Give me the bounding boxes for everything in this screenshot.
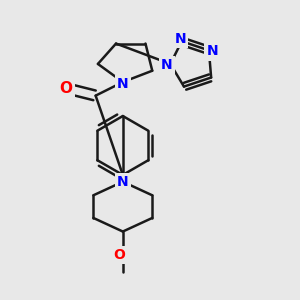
Text: N: N: [161, 58, 173, 72]
Text: O: O: [113, 248, 125, 262]
Text: N: N: [117, 175, 129, 189]
Text: N: N: [117, 77, 129, 91]
Text: O: O: [60, 81, 73, 96]
Text: N: N: [175, 32, 186, 46]
Text: N: N: [206, 44, 218, 58]
